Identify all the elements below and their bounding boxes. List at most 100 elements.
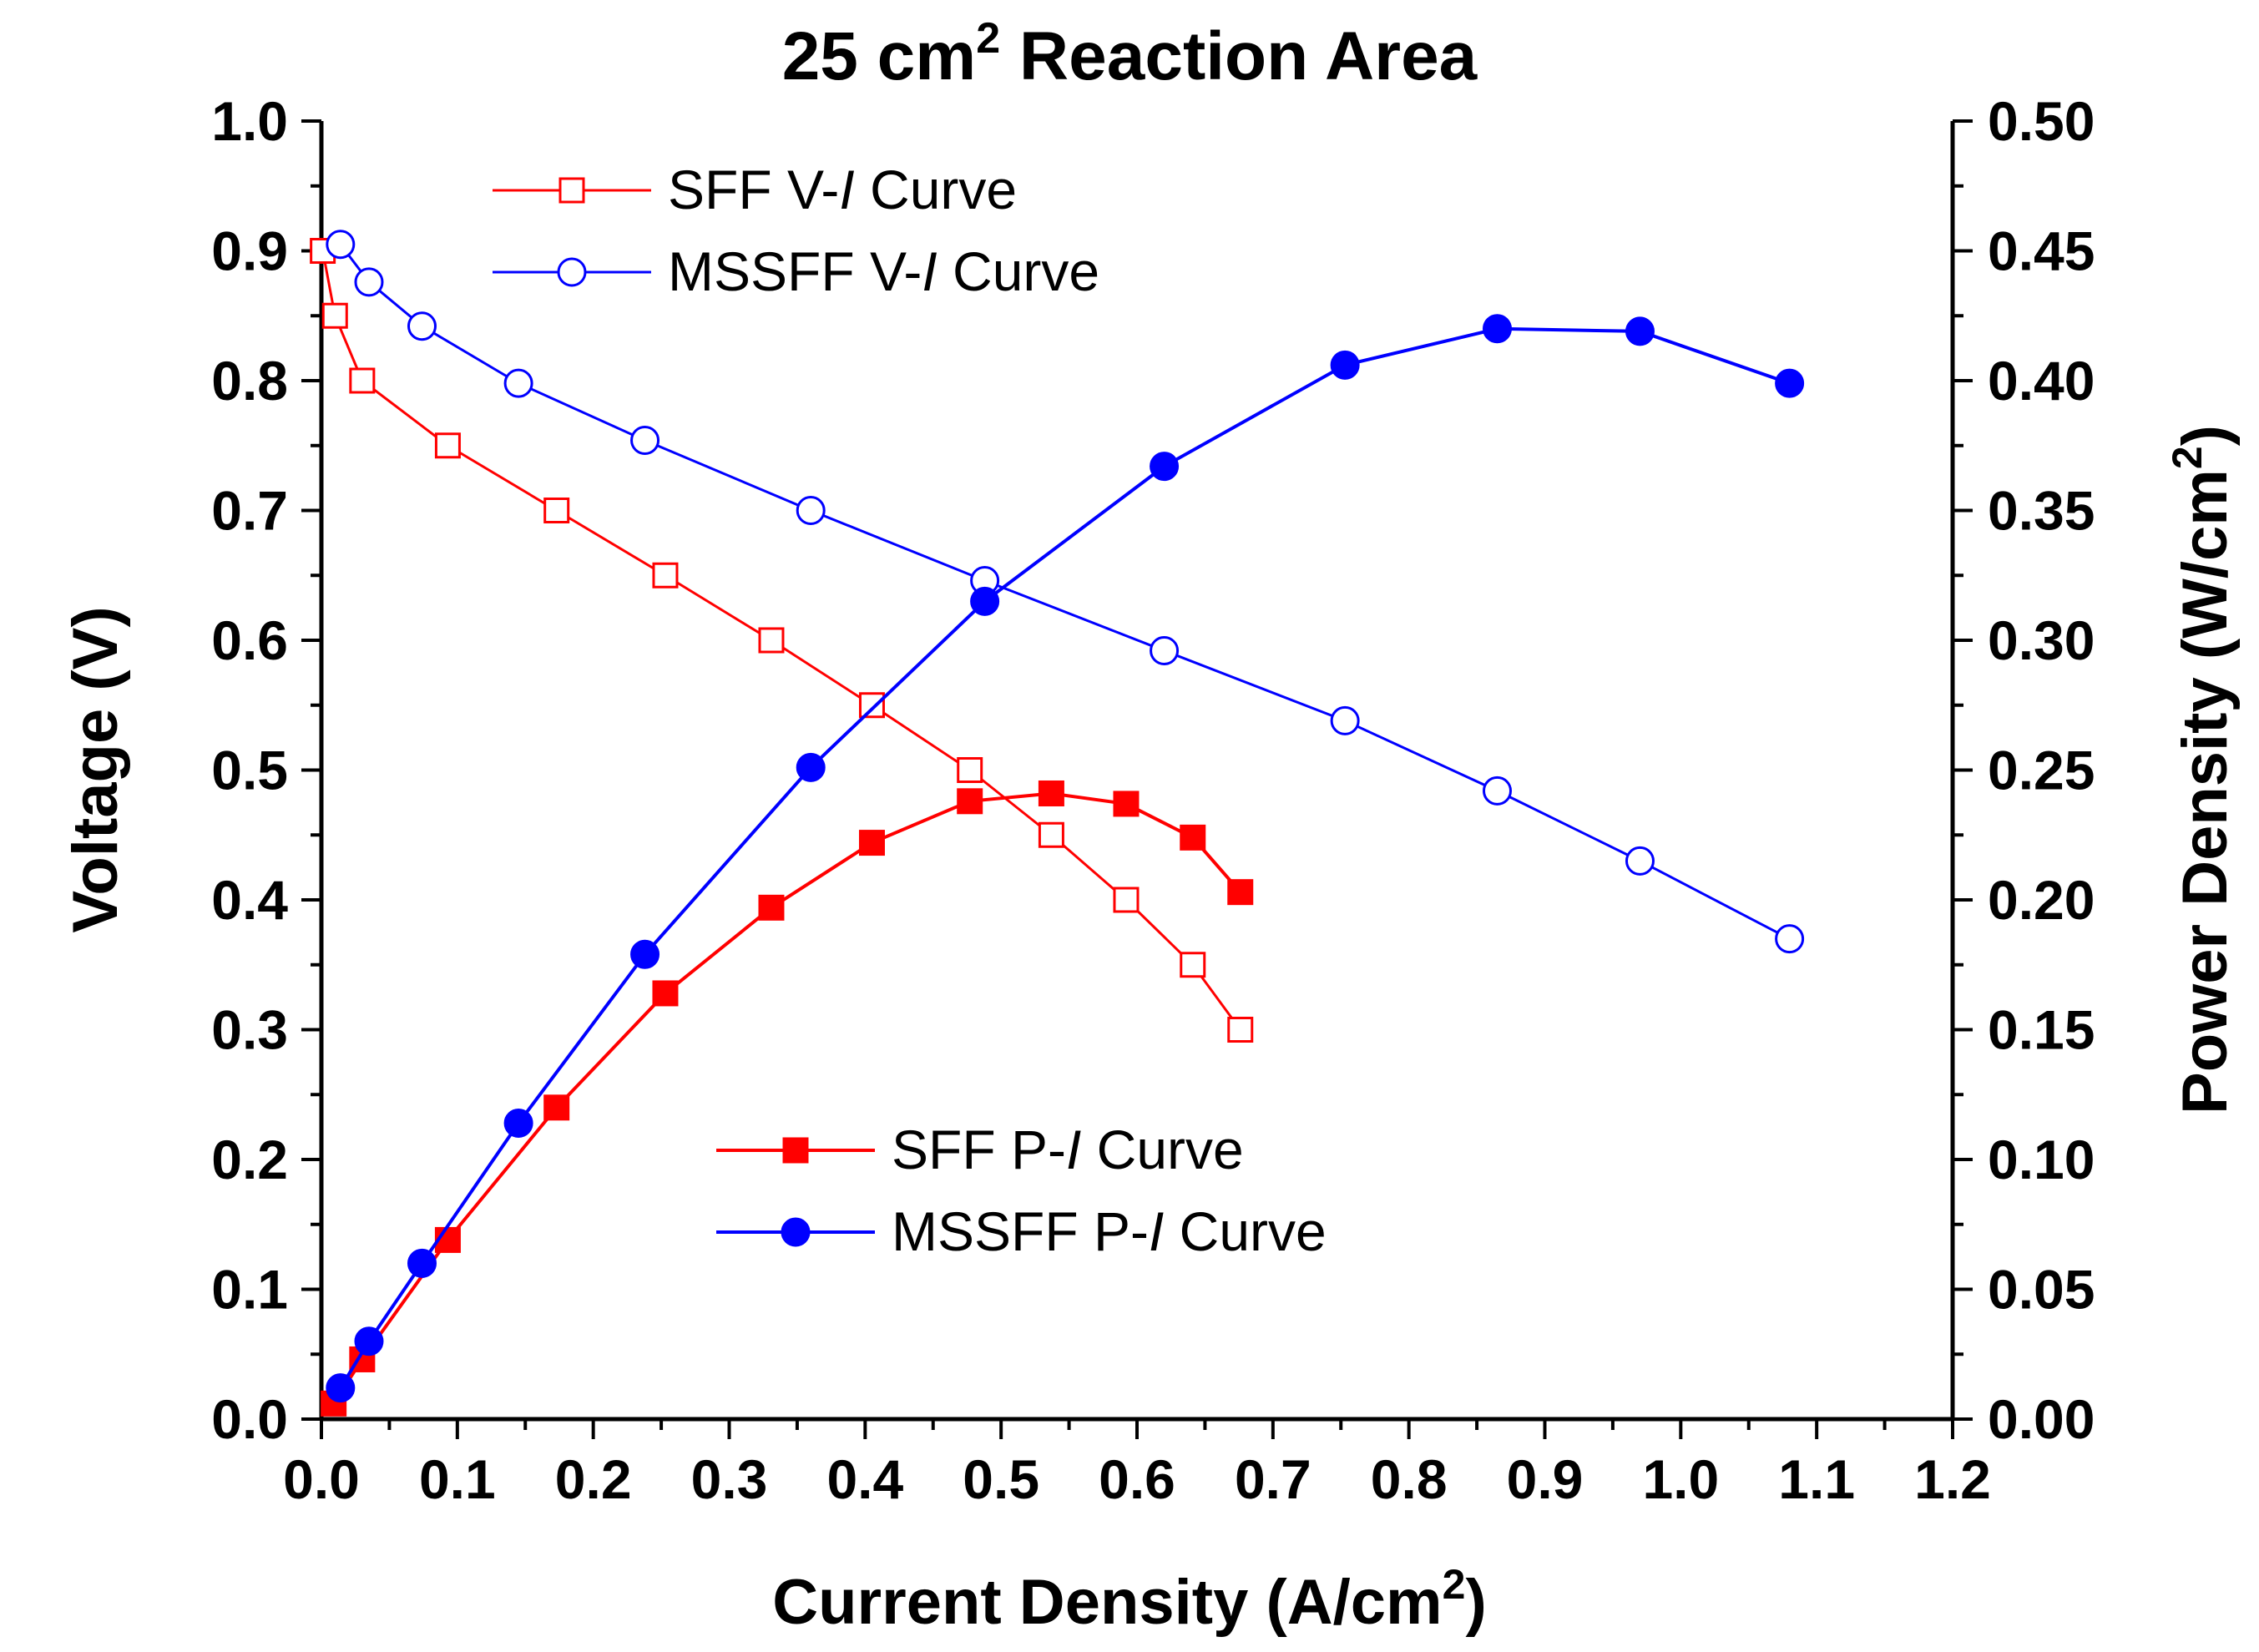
y-tick-label: 0.4: [211, 869, 288, 931]
legend-marker: [781, 1217, 811, 1247]
data-point: [1483, 314, 1513, 344]
x-tick-label: 0.8: [1371, 1448, 1448, 1510]
legend-label: MSSFF V-I Curve: [668, 240, 1099, 302]
data-point: [1483, 775, 1513, 806]
data-point: [1113, 791, 1140, 817]
series-line: [339, 243, 1791, 940]
legend-label: SFF V-I Curve: [668, 159, 1017, 220]
y2-tick-label: 0.25: [1988, 740, 2095, 801]
x-tick-label: 1.0: [1642, 1448, 1719, 1510]
y-tick-label: 0.7: [211, 480, 288, 542]
data-point: [957, 757, 983, 783]
data-point: [1227, 1017, 1254, 1043]
data-point: [503, 368, 533, 398]
legend-marker: [558, 177, 585, 204]
data-point: [434, 432, 461, 459]
y-tick-label: 0.8: [211, 350, 288, 412]
y2-tick-label: 0.00: [1988, 1388, 2095, 1450]
y-tick-label: 0.6: [211, 609, 288, 671]
data-point: [349, 367, 376, 394]
data-point: [1775, 368, 1805, 398]
series-mssff-p-i-curve: [326, 314, 1805, 1403]
legend-label: SFF P-I Curve: [892, 1119, 1244, 1180]
y-tick-label: 0.2: [211, 1129, 288, 1190]
y2-tick-label: 0.40: [1988, 350, 2095, 412]
x-tick-label: 0.7: [1235, 1448, 1311, 1510]
x-tick-label: 0.9: [1507, 1448, 1584, 1510]
data-point: [630, 939, 660, 969]
y2-tick-label: 0.35: [1988, 480, 2095, 542]
series-layer: [310, 230, 1805, 1417]
data-point: [758, 627, 785, 654]
data-point: [630, 426, 660, 456]
left-y-axis-title: Voltage (V): [60, 606, 131, 932]
data-point: [858, 830, 885, 856]
y2-tick-label: 0.45: [1988, 220, 2095, 282]
y-tick-label: 0.5: [211, 740, 288, 801]
data-point: [354, 267, 384, 297]
x-tick-label: 0.4: [826, 1448, 903, 1510]
legend-top: SFF V-I Curve MSSFF V-I Curve: [493, 159, 1099, 302]
data-point: [503, 1108, 533, 1138]
data-point: [1625, 316, 1655, 346]
y2-tick-label: 0.20: [1988, 869, 2095, 931]
data-point: [796, 752, 826, 782]
legend-bottom: SFF P-I Curve MSSFF P-I Curve: [716, 1119, 1327, 1262]
data-point: [1180, 952, 1206, 978]
data-point: [326, 230, 356, 260]
y-tick-label: 0.1: [211, 1259, 288, 1321]
legend-item-mssff-p-i-curve: MSSFF P-I Curve: [716, 1200, 1327, 1262]
y2-tick-label: 0.30: [1988, 609, 2095, 671]
x-tick-label: 0.2: [555, 1448, 632, 1510]
series-sff-v-i-curve: [310, 238, 1254, 1043]
data-point: [1775, 924, 1805, 954]
data-point: [1330, 350, 1360, 380]
data-point: [1113, 887, 1140, 913]
y-tick-label: 0.3: [211, 999, 288, 1061]
series-line: [331, 791, 1242, 1405]
series-line: [339, 326, 1791, 1389]
y-tick-label: 0.9: [211, 220, 288, 282]
data-point: [1625, 846, 1655, 876]
x-tick-label: 0.3: [691, 1448, 768, 1510]
data-point: [970, 586, 1000, 616]
data-point: [1038, 821, 1064, 848]
series-sff-p-i-curve: [321, 780, 1254, 1417]
data-point: [326, 1373, 356, 1403]
y2-tick-label: 0.15: [1988, 999, 2095, 1061]
data-point: [1227, 879, 1254, 906]
data-point: [1150, 635, 1180, 665]
data-point: [407, 311, 437, 341]
data-point: [1330, 705, 1360, 735]
tick-labels: 0.0 0.1 0.2 0.3 0.4 0.5 0.6 0.7 0.8 0.9 1.0 1.1 1.20…: [211, 90, 2095, 1510]
data-point: [543, 1094, 570, 1121]
legend-label: MSSFF P-I Curve: [892, 1200, 1327, 1262]
y2-tick-label: 0.10: [1988, 1129, 2095, 1190]
legend-marker: [782, 1137, 809, 1164]
x-tick-label: 1.1: [1778, 1448, 1855, 1510]
x-tick-label: 0.0: [283, 1448, 360, 1510]
data-point: [652, 980, 679, 1007]
data-point: [1180, 824, 1206, 851]
legend-item-sff-v-i-curve: SFF V-I Curve: [493, 159, 1017, 220]
series-mssff-v-i-curve: [326, 230, 1805, 954]
legend-item-mssff-v-i-curve: MSSFF V-I Curve: [493, 240, 1099, 302]
x-axis-title: Current Density (A/cm2): [772, 1561, 1487, 1638]
data-point: [957, 788, 983, 815]
ticks: [301, 119, 1973, 1439]
data-point: [543, 498, 570, 523]
data-point: [796, 496, 826, 525]
y-tick-label: 0.0: [211, 1388, 288, 1450]
x-tick-label: 1.2: [1914, 1448, 1991, 1510]
data-point: [1038, 780, 1064, 806]
y2-tick-label: 0.50: [1988, 90, 2095, 152]
data-point: [858, 692, 885, 719]
chart-title: 25 cm2 Reaction Area: [782, 14, 1478, 94]
data-point: [1150, 452, 1180, 482]
data-point: [321, 302, 348, 329]
legend-item-sff-p-i-curve: SFF P-I Curve: [716, 1119, 1244, 1180]
legend-marker: [557, 257, 587, 287]
x-tick-label: 0.6: [1099, 1448, 1175, 1510]
data-point: [354, 1326, 384, 1356]
